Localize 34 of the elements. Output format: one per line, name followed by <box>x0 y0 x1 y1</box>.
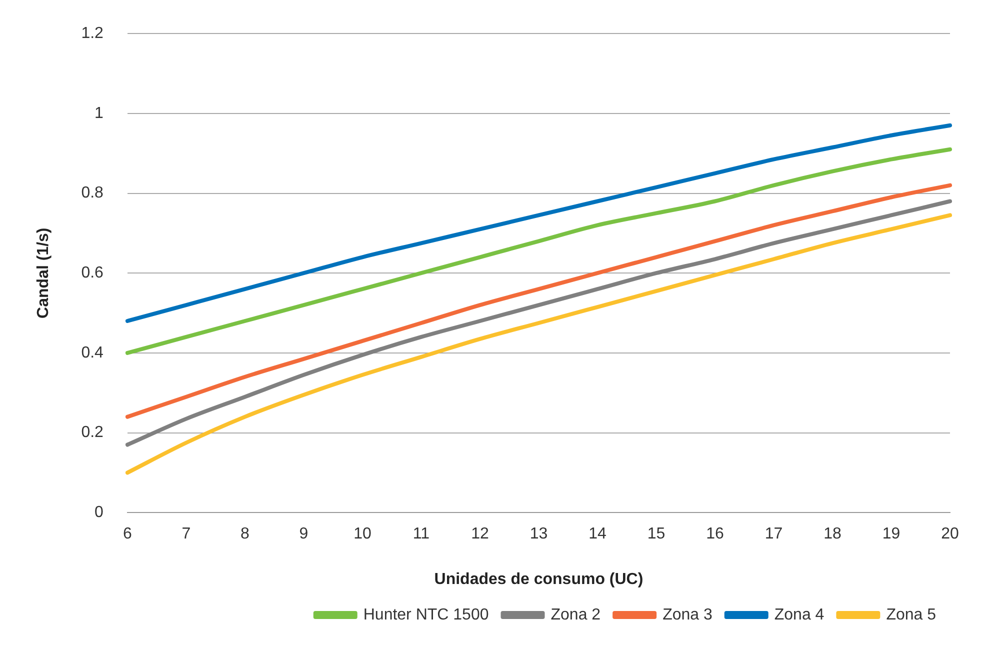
line-series <box>125 199 952 447</box>
y-tick-label: 0.2 <box>81 424 104 442</box>
x-tick-label: 17 <box>764 526 783 543</box>
y-tick-label: 1 <box>94 104 104 122</box>
x-axis-title: Unidades de consumo (UC) <box>434 570 644 588</box>
x-tick-label: 8 <box>240 526 250 543</box>
line-series <box>125 147 952 355</box>
line-series <box>125 213 952 475</box>
legend-label: Zona 3 <box>662 606 712 624</box>
y-tick-label: 0.4 <box>81 344 104 362</box>
x-tick-label: 7 <box>182 526 191 543</box>
x-tick-label: 14 <box>588 526 606 543</box>
x-tick-label: 10 <box>354 526 372 543</box>
line-series <box>125 123 952 323</box>
y-tick-label: 0.6 <box>81 264 104 282</box>
x-tick-label: 20 <box>941 526 959 543</box>
y-tick-label: 0 <box>94 504 104 522</box>
x-tick-label: 9 <box>299 526 308 543</box>
x-tick-label: 12 <box>471 526 489 543</box>
y-tick-label: 1.2 <box>81 25 104 42</box>
x-tick-label: 6 <box>122 526 132 543</box>
legend-label: Zona 2 <box>550 606 601 624</box>
x-tick-label: 11 <box>412 526 430 543</box>
legend-label: Zona 4 <box>774 606 824 624</box>
x-tick-label: 19 <box>882 526 900 543</box>
x-tick-label: 18 <box>824 526 842 543</box>
y-axis-title: Candal (1/s) <box>35 228 52 318</box>
x-tick-label: 16 <box>706 526 724 543</box>
line-series <box>125 183 952 419</box>
legend-label: Hunter NTC 1500 <box>363 606 489 624</box>
x-tick-label: 13 <box>530 526 548 543</box>
y-tick-label: 0.8 <box>81 184 104 202</box>
legend-label: Zona 5 <box>886 606 936 624</box>
x-tick-label: 15 <box>647 526 666 543</box>
